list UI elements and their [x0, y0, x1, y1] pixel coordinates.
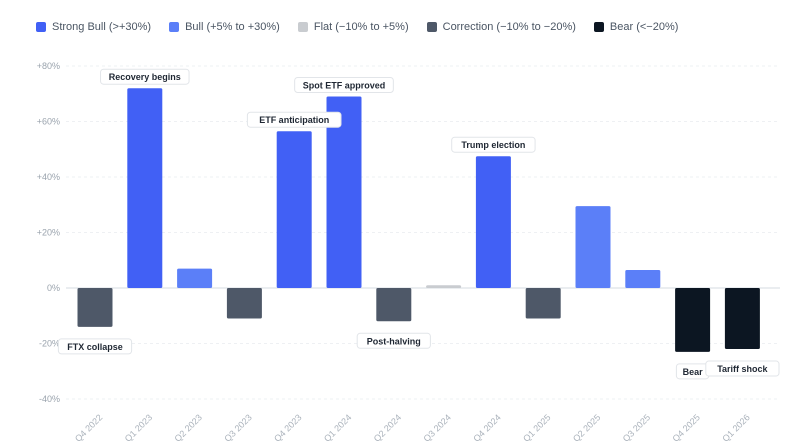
- legend-item-bear: Bear (<−20%): [593, 21, 679, 33]
- bar: [326, 96, 362, 289]
- x-tick-label: Q3 2023: [222, 412, 253, 443]
- x-tick-label: Q1 2024: [322, 412, 353, 443]
- x-tick-label: Q1 2023: [123, 412, 154, 443]
- annotation-label: Bear: [683, 367, 704, 377]
- y-tick-label: +80%: [37, 61, 60, 71]
- bar: [724, 288, 760, 350]
- legend-item-flat: Flat (−10% to +5%): [297, 21, 409, 33]
- bar: [127, 88, 163, 288]
- x-tick-label: Q1 2026: [720, 412, 751, 443]
- x-tick-label: Q2 2025: [571, 412, 602, 443]
- bar: [625, 269, 661, 288]
- legend-swatch-correction: [426, 22, 437, 32]
- annotation-box: [100, 68, 190, 85]
- x-tick-label: Q2 2024: [372, 412, 403, 443]
- x-tick-label: Q4 2023: [272, 412, 303, 443]
- bar: [276, 131, 312, 288]
- legend-label-bear: Bear (<−20%): [609, 21, 679, 33]
- annotation-box: [246, 111, 342, 128]
- y-tick-label: -40%: [39, 394, 60, 404]
- x-tick-label: Q4 2022: [73, 412, 104, 443]
- legend-label-bull: Bull (+5% to +30%): [185, 21, 280, 33]
- bar: [376, 288, 412, 322]
- bar: [426, 285, 462, 288]
- legend-item-correction: Correction (−10% to −20%): [426, 21, 576, 33]
- y-tick-label: +60%: [37, 117, 60, 127]
- annotation-label: Recovery begins: [109, 72, 181, 82]
- annotation-label: Post-halving: [367, 336, 421, 346]
- annotation-box: [57, 338, 133, 355]
- legend-swatch-bear: [593, 22, 604, 32]
- annotation-box: [294, 77, 394, 94]
- annotation-box: [705, 360, 780, 377]
- x-tick-label: Q2 2023: [173, 412, 204, 443]
- x-tick-label: Q4 2025: [671, 412, 702, 443]
- legend-swatch-strong-bull: [36, 22, 46, 32]
- bar: [177, 268, 213, 288]
- bar: [525, 288, 561, 319]
- y-tick-label: +20%: [37, 228, 60, 238]
- legend-label-flat: Flat (−10% to +5%): [313, 21, 409, 33]
- legend-swatch-flat: [297, 22, 308, 32]
- x-tick-label: Q4 2024: [471, 412, 502, 443]
- legend-label-strong-bull: Strong Bull (>+30%): [52, 21, 152, 33]
- x-tick-label: Q3 2025: [621, 412, 652, 443]
- bar: [475, 156, 511, 288]
- bar: [575, 206, 611, 288]
- bar: [675, 288, 711, 352]
- annotation-box: [356, 332, 431, 349]
- legend-label-correction: Correction (−10% to −20%): [442, 21, 576, 33]
- y-tick-label: 0%: [47, 283, 60, 293]
- x-tick-label: Q1 2025: [521, 412, 552, 443]
- annotation-label: Tariff shock: [717, 364, 768, 374]
- legend: Strong Bull (>+30%) Bull (+5% to +30%) F…: [36, 21, 678, 33]
- bar: [226, 288, 262, 319]
- legend-swatch-bull: [169, 22, 180, 32]
- annotation-box: [451, 136, 536, 153]
- legend-item-strong-bull: Strong Bull (>+30%): [36, 21, 151, 33]
- y-tick-label: +40%: [37, 172, 60, 182]
- y-tick-label: -20%: [39, 339, 60, 349]
- annotation-label: Spot ETF approved: [303, 81, 386, 91]
- annotation-label: ETF anticipation: [259, 115, 329, 125]
- legend-item-bull: Bull (+5% to +30%): [169, 21, 280, 33]
- bar: [77, 288, 113, 327]
- annotation-label: FTX collapse: [67, 342, 123, 352]
- x-tick-label: Q3 2024: [422, 412, 453, 443]
- annotation-label: Trump election: [461, 140, 525, 150]
